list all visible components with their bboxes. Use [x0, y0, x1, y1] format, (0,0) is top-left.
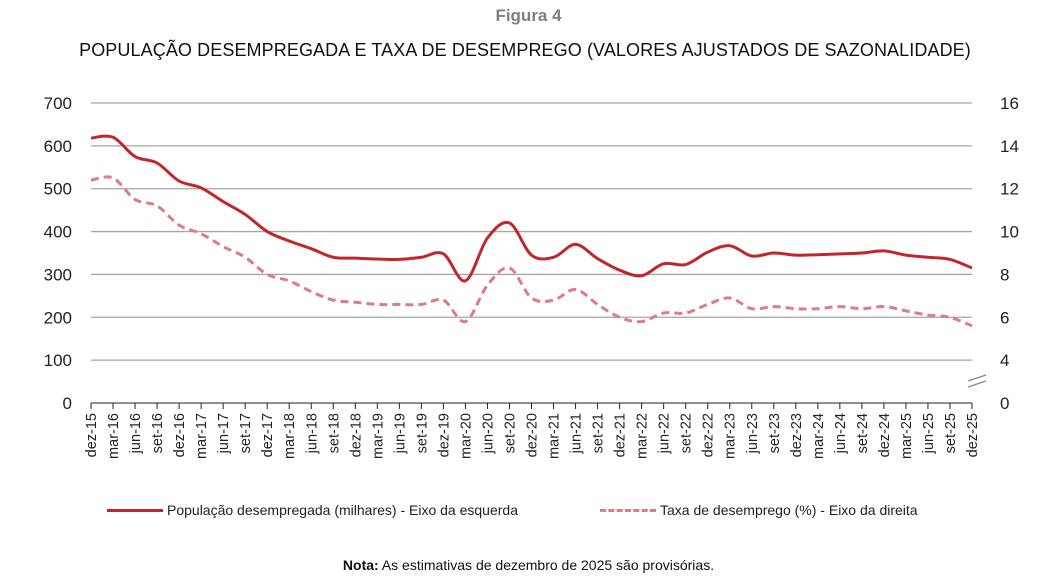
y-left-tick-label: 400 [44, 223, 72, 242]
chart-area: 0 100 200 300 400 500 600 700 0 4 6 8 10 12 14 16 dez-… [44, 94, 1019, 459]
series-line-populacao [90, 134, 973, 283]
x-tick-label: set-19 [414, 413, 430, 453]
x-tick-label: jun-19 [392, 413, 408, 454]
x-tick-label: mar-23 [723, 413, 739, 459]
y-right-tick-label: 8 [1000, 265, 1009, 284]
x-tick-label: jun-17 [216, 413, 232, 454]
x-axis: dez-15 mar-16 jun-16 set-16 dez-16 mar-17 jun-… [84, 402, 981, 459]
x-tick-label: dez-19 [436, 413, 452, 457]
x-tick-label: dez-20 [525, 413, 541, 457]
y-right-tick-label: 16 [1000, 94, 1019, 113]
x-tick-label: mar-25 [899, 413, 915, 459]
series-line-taxa [90, 175, 973, 328]
x-tick-label: set-22 [679, 413, 695, 453]
note-text: As estimativas de dezembro de 2025 são p… [378, 557, 715, 573]
y-right-tick-label: 12 [1000, 180, 1019, 199]
x-tick-label: mar-22 [635, 413, 651, 459]
x-tick-label: mar-20 [458, 413, 474, 459]
x-tick-label: jun-24 [833, 413, 849, 454]
x-tick-label: jun-20 [480, 413, 496, 454]
y-axis-left: 0 100 200 300 400 500 600 700 [44, 94, 72, 413]
y-right-tick-label: 10 [1000, 223, 1019, 242]
x-tick-label: set-18 [326, 413, 342, 453]
x-tick-label: dez-22 [701, 413, 717, 457]
x-tick-label: mar-21 [547, 413, 563, 459]
legend-label-populacao: População desempregada (milhares) - Eixo… [167, 502, 518, 518]
x-tick-label: set-20 [502, 413, 518, 453]
legend-item-taxa: Taxa de desemprego (%) - Eixo da direita [600, 502, 918, 518]
y-left-tick-label: 300 [44, 265, 72, 284]
x-tick-label: jun-23 [745, 413, 761, 454]
x-tick-label: jun-18 [304, 413, 320, 454]
legend-swatch-dashed [600, 508, 656, 512]
x-tick-label: set-17 [238, 413, 254, 453]
note-label: Nota: [342, 557, 379, 573]
chart-title: POPULAÇÃO DESEMPREGADA E TAXA DE DESEMPR… [79, 40, 971, 60]
x-tick-label: dez-23 [789, 413, 805, 457]
x-tick-label: dez-25 [965, 413, 981, 457]
y-left-tick-label: 500 [44, 180, 72, 199]
y-left-tick-label: 0 [63, 394, 72, 413]
y-left-tick-label: 700 [44, 94, 72, 113]
x-tick-label: dez-21 [613, 413, 629, 457]
x-tick-label: jun-21 [569, 413, 585, 454]
y-left-tick-label: 200 [44, 308, 72, 327]
figure-label: Figura 4 [495, 6, 562, 25]
x-tick-label: mar-19 [370, 413, 386, 459]
x-tick-label: mar-16 [106, 413, 122, 459]
x-tick-label: dez-18 [348, 413, 364, 457]
legend-item-populacao: População desempregada (milhares) - Eixo… [107, 502, 518, 518]
x-tick-label: dez-17 [260, 413, 276, 457]
x-tick-label: dez-24 [877, 413, 893, 457]
x-tick-label: jun-25 [921, 413, 937, 454]
x-tick-label: mar-18 [282, 413, 298, 459]
x-tick-label: jun-22 [657, 413, 673, 454]
x-tick-label: dez-15 [84, 413, 100, 457]
x-tick-label: mar-24 [811, 413, 827, 459]
x-tick-label: set-16 [150, 413, 166, 453]
y-axis-right: 0 4 6 8 10 12 14 16 [967, 94, 1019, 413]
y-right-tick-label: 6 [1000, 308, 1009, 327]
legend-swatch-solid [107, 508, 163, 512]
gridlines [91, 102, 972, 361]
axis-break-mark [967, 380, 987, 388]
x-tick-label: jun-16 [128, 413, 144, 454]
y-left-tick-label: 100 [44, 351, 72, 370]
x-tick-label: set-23 [767, 413, 783, 453]
y-right-tick-label: 4 [1000, 351, 1009, 370]
y-right-tick-label: 14 [1000, 137, 1019, 156]
x-tick-label: set-25 [943, 413, 959, 453]
series-layer [90, 134, 973, 328]
x-tick-label: set-21 [591, 413, 607, 453]
x-tick-label: mar-17 [194, 413, 210, 459]
y-left-tick-label: 600 [44, 137, 72, 156]
legend-label-taxa: Taxa de desemprego (%) - Eixo da direita [660, 502, 918, 518]
x-tick-label: set-24 [855, 413, 871, 453]
axis-break-mark [967, 374, 987, 382]
y-right-tick-label: 0 [1000, 394, 1009, 413]
note: Nota: As estimativas de dezembro de 2025… [0, 557, 1057, 573]
x-tick-label: dez-16 [172, 413, 188, 457]
